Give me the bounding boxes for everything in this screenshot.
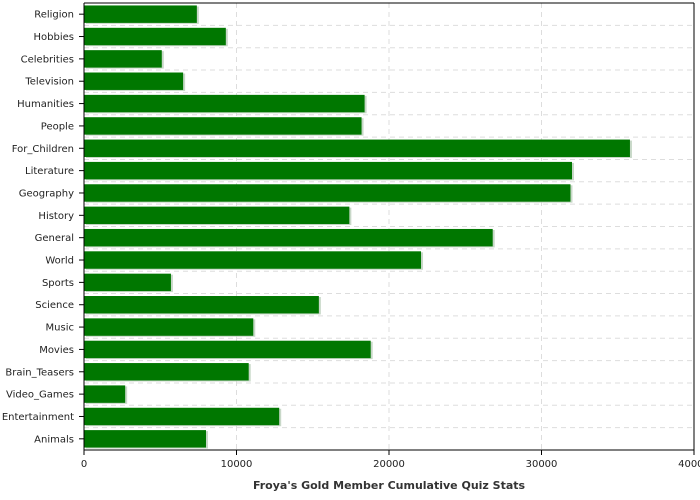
category-label: World [45,256,74,267]
x-tick-label: 20000 [373,459,405,470]
bar-entertainment [84,407,280,426]
bar-religion [84,5,197,23]
category-label: Sports [42,278,74,289]
category-label: Science [35,300,74,311]
labels: Religion Hobbies Celebrities Television Huma… [2,10,700,470]
category-label: Entertainment [2,412,74,423]
bar-history [84,206,350,225]
category-label: History [38,211,74,222]
category-label: Music [46,323,74,334]
gridlines [84,3,695,450]
bar-people [84,117,362,135]
bar-humanities [84,94,365,113]
category-label: Animals [34,434,74,445]
x-tick-label: 40000 [678,459,700,470]
x-axis-title: Froya's Gold Member Cumulative Quiz Stat… [253,479,526,492]
category-label: Literature [25,166,74,177]
category-label: Celebrities [21,54,74,65]
bar-science [84,296,319,314]
category-label: General [35,233,74,244]
category-label: Geography [19,188,74,199]
bar-video-games [84,385,126,403]
bar-sports [84,273,171,292]
bar-celebrities [84,50,162,68]
category-label: Video_Games [6,390,74,401]
x-tick-label: 30000 [526,459,558,470]
axes [79,2,695,455]
bar-animals [84,430,206,448]
category-label: For_Children [12,144,74,155]
category-label: Hobbies [34,32,74,43]
category-label: Movies [39,345,74,356]
category-label: Brain_Teasers [5,367,74,378]
bars [84,5,632,449]
category-label: Humanities [17,99,74,110]
bar-for-children [84,139,630,157]
bar-music [84,318,254,336]
bar-world [84,251,422,269]
bar-general [84,228,493,247]
bar-brain-teasers [84,363,249,381]
bar-television [84,72,184,90]
category-label: Religion [34,10,74,21]
bar-movies [84,340,371,359]
x-tick-label: 0 [81,459,87,470]
category-label: People [41,121,74,132]
bar-geography [84,184,571,202]
bar-literature [84,161,572,180]
x-tick-label: 10000 [221,459,253,470]
category-label: Television [24,77,74,88]
bar-hobbies [84,27,226,46]
